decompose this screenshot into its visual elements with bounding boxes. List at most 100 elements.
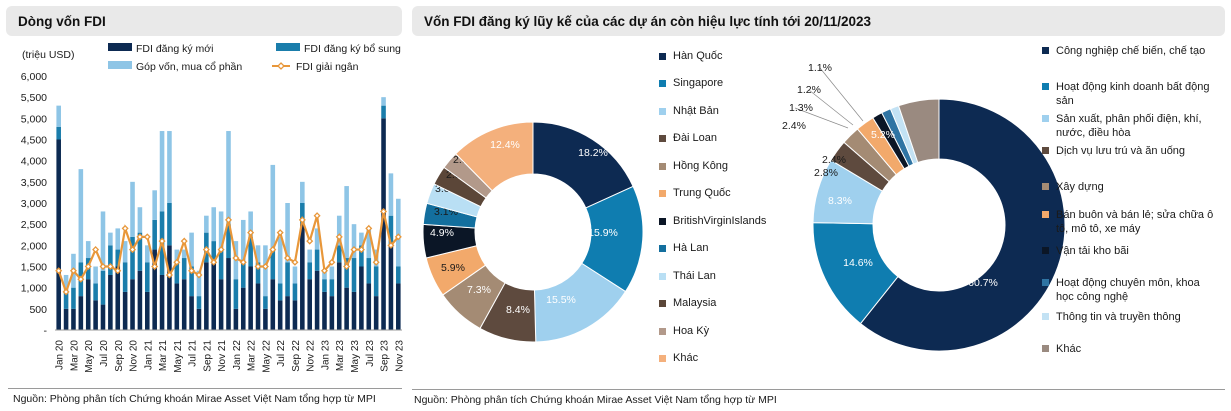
bar-segment	[218, 279, 224, 330]
sector-donut-data-label: 60.7%	[968, 277, 998, 289]
bar-segment	[255, 283, 261, 330]
sector-legend-item: Dịch vụ lưu trú và ăn uống	[1042, 144, 1220, 158]
bar-segment	[93, 283, 98, 301]
bar-segment	[78, 296, 84, 330]
bar-segment	[181, 279, 187, 330]
bar-segment	[137, 270, 143, 330]
bar-segment	[63, 291, 69, 309]
disbursement-point	[343, 262, 351, 271]
sector-legend-swatch	[1042, 247, 1049, 254]
sector-donut-data-label: 1.1%	[808, 62, 832, 74]
country-donut-data-label: 5.9%	[441, 262, 465, 274]
sector-donut-data-label: 2.8%	[814, 167, 838, 179]
x-tick-label: Jul 21	[188, 340, 199, 367]
bar-segment	[100, 270, 106, 305]
bar-segment	[144, 291, 150, 330]
disbursement-point	[114, 267, 122, 275]
country-legend-label: Hoa Kỳ	[673, 325, 710, 337]
country-legend-label: Singapore	[673, 77, 724, 89]
left-panel-header: Dòng vốn FDI	[6, 6, 402, 36]
bar-segment	[329, 279, 335, 297]
bar-segment	[71, 287, 76, 309]
bar-segment	[152, 190, 157, 220]
legend-bar-swatch	[108, 61, 132, 69]
sector-donut-data-label: 5.2%	[871, 129, 895, 141]
bar-segment	[314, 270, 320, 330]
bar-segment	[240, 219, 246, 263]
sector-legend-item: Công nghiệp chế biến, chế tạo	[1042, 44, 1220, 58]
bar-segment	[381, 105, 386, 119]
x-tick-label: Nov 21	[217, 340, 228, 372]
legend-bar-swatch	[108, 43, 132, 51]
country-donut-data-label: 12.4%	[490, 139, 520, 151]
disbursement-point	[143, 233, 151, 241]
country-legend-swatch	[659, 273, 666, 280]
disbursement-point	[284, 254, 292, 262]
bar-segment	[285, 203, 290, 263]
disbursement-point	[261, 262, 269, 271]
disbursement-point	[224, 216, 233, 224]
disbursement-point	[247, 229, 255, 237]
x-tick-label: Sep 22	[291, 340, 302, 372]
x-tick-label: Jan 20	[55, 340, 66, 370]
sector-donut-data-label: 8.3%	[828, 195, 852, 207]
y-tick-label: 2,000	[21, 240, 47, 252]
bar-segment	[63, 274, 69, 292]
x-tick-label: May 20	[84, 340, 95, 373]
bar-segment	[211, 207, 217, 242]
bar-segment	[233, 308, 239, 330]
bar-segment	[329, 266, 335, 280]
left-panel-title: Dòng vốn FDI	[18, 13, 106, 29]
disbursement-point	[188, 267, 196, 275]
bar-segment	[226, 131, 231, 225]
bar-segment	[300, 181, 305, 203]
bar-segment	[329, 296, 335, 330]
disbursement-point	[69, 267, 77, 275]
disbursement-point	[365, 224, 373, 232]
y-tick-label: 5,500	[21, 92, 47, 104]
bar-segment	[152, 219, 157, 250]
disbursement-point	[232, 254, 240, 262]
disbursement-point	[380, 207, 388, 215]
bar-segment	[240, 287, 246, 330]
sector-legend-swatch	[1042, 211, 1049, 218]
bar-segment	[388, 173, 394, 216]
bar-segment	[263, 245, 268, 297]
disbursement-point	[217, 246, 225, 254]
bar-segment	[307, 262, 313, 280]
bar-segment	[226, 258, 231, 330]
bar-segment	[388, 245, 394, 330]
country-donut-data-label: 18.2%	[578, 147, 608, 159]
bar-segment	[56, 126, 61, 140]
country-legend-swatch	[659, 355, 666, 362]
bar-segment	[130, 236, 135, 280]
country-legend-label: Khác	[673, 352, 699, 364]
sector-legend-swatch	[1042, 279, 1049, 286]
country-legend-label: Malaysia	[673, 297, 717, 309]
x-tick-label: Sep 20	[114, 340, 125, 372]
country-legend-swatch	[659, 135, 666, 142]
sector-donut-slice	[859, 98, 1066, 352]
country-legend-swatch	[659, 300, 666, 307]
disbursement-point	[151, 262, 159, 271]
disbursement-point	[276, 229, 284, 237]
disbursement-point	[306, 237, 314, 245]
bar-segment	[137, 207, 143, 233]
bar-segment	[115, 228, 121, 250]
x-tick-label: Mar 22	[247, 340, 258, 372]
country-legend-item: Hà Lan	[659, 242, 708, 254]
bar-segment	[359, 266, 364, 330]
bar-segment	[263, 308, 268, 330]
bar-segment	[204, 215, 209, 233]
country-legend-label: Hàn Quốc	[673, 50, 723, 62]
bar-segment	[137, 232, 143, 271]
country-donut-data-label: 8.4%	[506, 304, 530, 316]
disbursement-point	[202, 246, 210, 254]
bar-segment	[122, 291, 128, 330]
bar-segment	[270, 279, 276, 330]
country-legend-swatch	[659, 80, 666, 87]
country-legend-label: BritishVirginIslands	[673, 215, 767, 227]
sector-legend-swatch	[1042, 83, 1049, 90]
legend-bar-swatch	[276, 43, 300, 51]
